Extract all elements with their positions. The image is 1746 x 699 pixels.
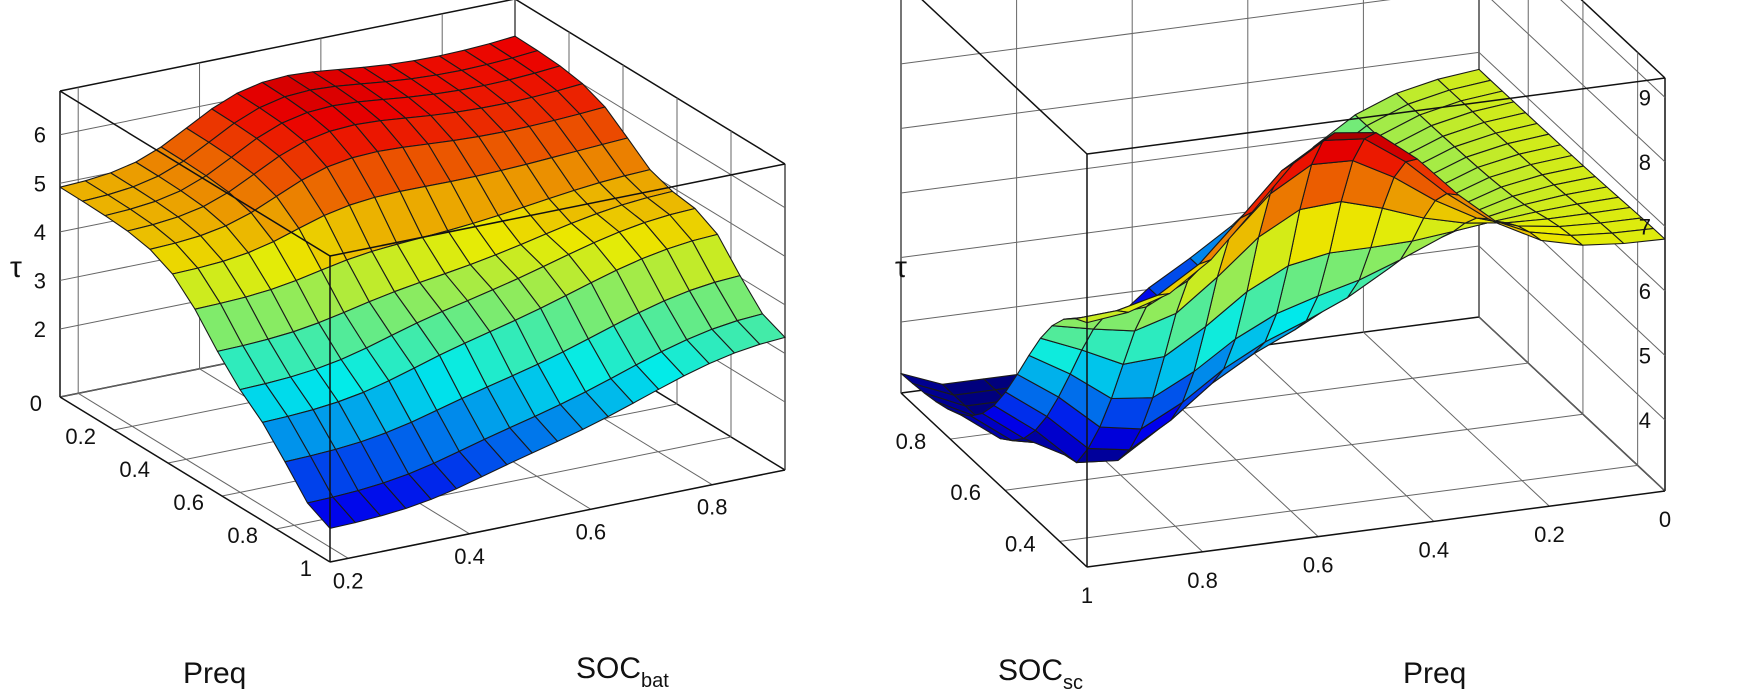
z-grid-line-right-wall-3	[900, 51, 1480, 129]
x-axis-label-preq: Preq	[183, 657, 246, 690]
z-axis-label: τ	[895, 251, 907, 284]
preq-tick-label-3: 0.6	[1303, 553, 1334, 578]
y-axis-label-main: SOC	[998, 654, 1063, 687]
preq-tick-label-4: 0.8	[227, 523, 258, 548]
z-tick-label-0: 2	[34, 317, 46, 342]
soc-tick-label-3: 0.8	[697, 495, 728, 520]
preq-tick-label-0: 0	[1659, 507, 1671, 532]
z-axis-label: τ	[10, 251, 22, 284]
z-tick-label-1: 5	[1639, 343, 1651, 368]
preq-tick-label-3: 0.6	[173, 490, 204, 515]
soc-grid-line-floor-0	[1059, 464, 1638, 542]
y-axis-label-soc-sc: SOCsc	[998, 654, 1083, 694]
preq-tick-label-4: 0.8	[1187, 568, 1218, 593]
tick-labels: 4 5 6 7 8 9 0 0.2 0.4 0.6 0.8 1 0.4 0.6 0.8	[896, 85, 1671, 608]
surface-mesh	[59, 35, 786, 529]
y-axis-label-sub: bat	[641, 670, 669, 692]
soc-tick-label-1: 0.6	[950, 480, 981, 505]
preq-tick-label-5: 1	[300, 556, 312, 581]
box-front-bottom-soc-edge	[900, 392, 1088, 568]
preq-tick-label-1: 0.2	[65, 424, 96, 449]
soc-tick-label-2: 0.8	[896, 429, 927, 454]
front-box-edges	[900, 0, 1666, 568]
surface-patch-13-0	[1074, 310, 1129, 324]
front-box-edges	[59, 90, 786, 563]
preq-grid-line-floor-0	[1478, 316, 1666, 492]
z-tick-label-2: 6	[1639, 279, 1651, 304]
surface-patch-11-0	[306, 496, 356, 529]
soc-tick-label-0: 0.4	[1005, 531, 1036, 556]
z-grid-line-left-wall-4	[1491, 0, 1666, 163]
z-grid-line-right-wall-4	[900, 0, 1391, 65]
box-front-bottom-preq-edge	[59, 396, 331, 563]
soc-tick-label-0: 0.2	[333, 568, 364, 593]
preq-grid-line-floor-2	[1247, 347, 1435, 522]
x-axis-label-preq: Preq	[1403, 657, 1466, 690]
box-front-bottom-preq-edge	[1086, 490, 1666, 568]
soc-tick-label-1: 0.4	[454, 544, 485, 569]
z-tick-label-4: 8	[1639, 150, 1651, 175]
preq-tick-label-1: 0.2	[1534, 522, 1565, 547]
box-front-bottom-soc-edge	[329, 469, 786, 563]
box-front-top-soc-edge	[921, 0, 1088, 155]
box-top-left-edge	[59, 0, 514, 92]
soc-grid-line-floor-1	[1004, 413, 1584, 491]
surface-plot-soc-sc: 4 5 6 7 8 9 0 0.2 0.4 0.6 0.8 1 0.4 0.6 0.8 τ Preq SOC…	[895, 0, 1671, 694]
z-tick-label-0: 4	[1639, 408, 1651, 433]
box-front-top-soc-edge	[329, 163, 786, 257]
z-tick-label-5: 9	[1639, 85, 1651, 110]
box-top-left-edge	[1580, 0, 1666, 79]
z-grid-line-left-wall-0	[1478, 245, 1666, 421]
box-front-top-preq-edge	[59, 90, 331, 257]
y-axis-label-soc-bat: SOCbat	[576, 652, 669, 692]
z-grid-line-left-wall-5	[1560, 0, 1666, 98]
box-front-top-preq-edge	[1086, 77, 1666, 155]
soc-tick-label-2: 0.6	[576, 519, 607, 544]
preq-tick-label-2: 0.4	[119, 457, 150, 482]
y-axis-label-sub: sc	[1063, 672, 1083, 694]
z-tick-label-3: 7	[1639, 214, 1651, 239]
box-top-right-edge	[515, 0, 786, 165]
preq-grid-line-floor-1	[1363, 331, 1550, 507]
z-tick-label-1: 3	[34, 268, 46, 293]
soc-grid-line-floor-0	[77, 392, 349, 559]
y-axis-label-main: SOC	[576, 652, 641, 685]
preq-tick-label-2: 0.4	[1419, 537, 1450, 562]
surface-plot-soc-bat: 2 3 4 5 6 0 0.2 0.4 0.6 0.8 1 0.2 0.4 0.6 0.8 τ Preq S…	[10, 0, 786, 692]
preq-tick-label-5: 1	[1081, 583, 1093, 608]
surface-mesh	[900, 68, 1666, 464]
tick-labels: 2 3 4 5 6 0 0.2 0.4 0.6 0.8 1 0.2 0.4 0.6 0.8	[30, 123, 728, 594]
z-grid-line-left-wall-3	[1478, 52, 1666, 227]
z-tick-label-3: 5	[34, 171, 46, 196]
preq-tick-label-0: 0	[30, 391, 42, 416]
z-tick-label-2: 4	[34, 220, 46, 245]
z-tick-label-4: 6	[34, 123, 46, 148]
